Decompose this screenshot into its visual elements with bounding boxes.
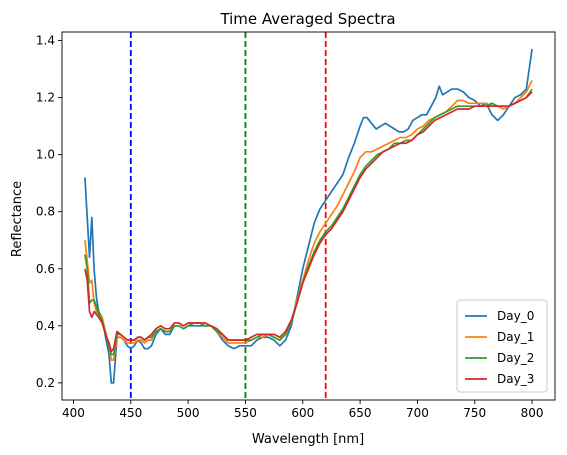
x-axis-label: Wavelength [nm] [252,432,364,447]
x-tick-label: 450 [119,406,142,420]
legend-label-day-0: Day_0 [497,309,534,323]
legend: Day_0 Day_1 Day_2 Day_3 [456,299,548,393]
x-tick-label: 600 [291,406,314,420]
y-tick-label: 0.8 [36,205,55,219]
y-tick-label: 0.4 [36,319,55,333]
y-tick-label: 1.0 [36,148,55,162]
x-tick-label: 650 [349,406,372,420]
series-line-day-0 [84,48,533,384]
plot-area [84,32,533,400]
y-tick-label: 1.2 [36,91,55,105]
y-axis-label: Reflectance [10,181,25,257]
legend-label-day-1: Day_1 [497,330,534,344]
legend-label-day-3: Day_3 [497,372,534,386]
chart-title: Time Averaged Spectra [219,10,395,28]
x-tick-label: 800 [521,406,544,420]
x-tick-label: 500 [177,406,200,420]
legend-box [456,299,548,393]
x-tick-label: 750 [463,406,486,420]
y-tick-label: 1.4 [36,34,55,48]
y-tick-label: 0.2 [36,376,55,390]
series-line-day-3 [84,91,533,353]
y-tick-label: 0.6 [36,262,55,276]
x-tick-label: 700 [406,406,429,420]
x-tick-label: 400 [62,406,85,420]
x-tick-label: 550 [234,406,257,420]
legend-label-day-2: Day_2 [497,351,534,365]
axes-frame [61,31,556,401]
